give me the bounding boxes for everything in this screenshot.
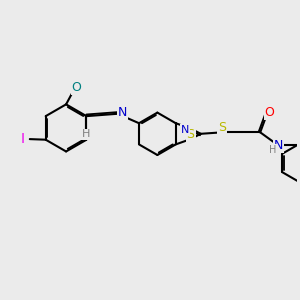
Text: O: O (265, 106, 275, 119)
Text: N: N (118, 106, 127, 119)
Text: N: N (274, 139, 283, 152)
Text: H: H (269, 145, 277, 155)
Text: S: S (187, 128, 195, 141)
Text: S: S (218, 121, 226, 134)
Text: I: I (21, 132, 25, 146)
Text: N: N (181, 125, 190, 135)
Text: H: H (82, 129, 91, 140)
Text: O: O (72, 81, 82, 94)
